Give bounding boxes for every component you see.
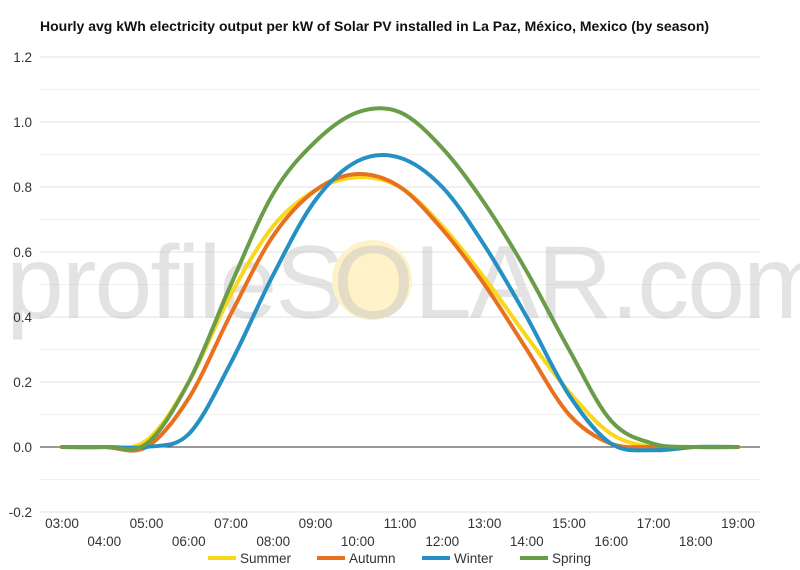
legend: Summer Autumn Winter Spring — [208, 551, 591, 566]
x-tick-label: 03:00 — [45, 516, 79, 531]
x-tick-label: 18:00 — [679, 534, 713, 549]
series-layer — [60, 106, 740, 453]
y-tick-label: 0.8 — [13, 180, 32, 195]
x-tick-label: 12:00 — [425, 534, 459, 549]
legend-item-winter: Winter — [422, 551, 494, 566]
x-tick-label: 05:00 — [130, 516, 164, 531]
y-tick-label: 0.4 — [13, 310, 32, 325]
x-tick-label: 11:00 — [384, 516, 417, 531]
x-tick-label: 09:00 — [299, 516, 333, 531]
x-tick-label: 07:00 — [214, 516, 248, 531]
legend-label: Winter — [454, 551, 494, 566]
x-tick-label: 13:00 — [468, 516, 502, 531]
x-tick-label: 15:00 — [552, 516, 586, 531]
x-tick-label: 06:00 — [172, 534, 206, 549]
watermark-sun-icon — [332, 240, 412, 320]
legend-item-autumn: Autumn — [317, 551, 396, 566]
y-tick-label: 0.6 — [13, 245, 32, 260]
x-tick-label: 08:00 — [256, 534, 290, 549]
x-tick-label: 17:00 — [637, 516, 671, 531]
x-tick-label: 16:00 — [594, 534, 628, 549]
legend-label: Summer — [240, 551, 292, 566]
y-tick-label: 0.0 — [13, 440, 32, 455]
y-tick-label: 1.2 — [13, 50, 32, 65]
watermark-text-mid: O — [333, 225, 412, 341]
y-tick-label: 0.2 — [13, 375, 32, 390]
x-tick-label: 14:00 — [510, 534, 544, 549]
series-line-spring — [60, 106, 740, 452]
x-tick-label: 19:00 — [721, 516, 755, 531]
chart-title: Hourly avg kWh electricity output per kW… — [40, 18, 710, 34]
y-tick-label: 1.0 — [13, 115, 32, 130]
series-line-winter — [60, 153, 740, 453]
legend-item-spring: Spring — [520, 551, 591, 566]
x-tick-label: 04:00 — [87, 534, 121, 549]
x-tick-label: 10:00 — [341, 534, 375, 549]
watermark-text-right: LAR.com — [414, 225, 800, 341]
legend-label: Spring — [552, 551, 591, 566]
legend-label: Autumn — [349, 551, 396, 566]
watermark: profileS O LAR.com — [6, 225, 800, 341]
y-tick-label: -0.2 — [9, 505, 32, 520]
axis-layer: -0.2 0.0 0.2 0.4 0.6 0.8 1.0 1.2 03:00 04:00 05:00… — [9, 50, 760, 549]
legend-item-summer: Summer — [208, 551, 292, 566]
